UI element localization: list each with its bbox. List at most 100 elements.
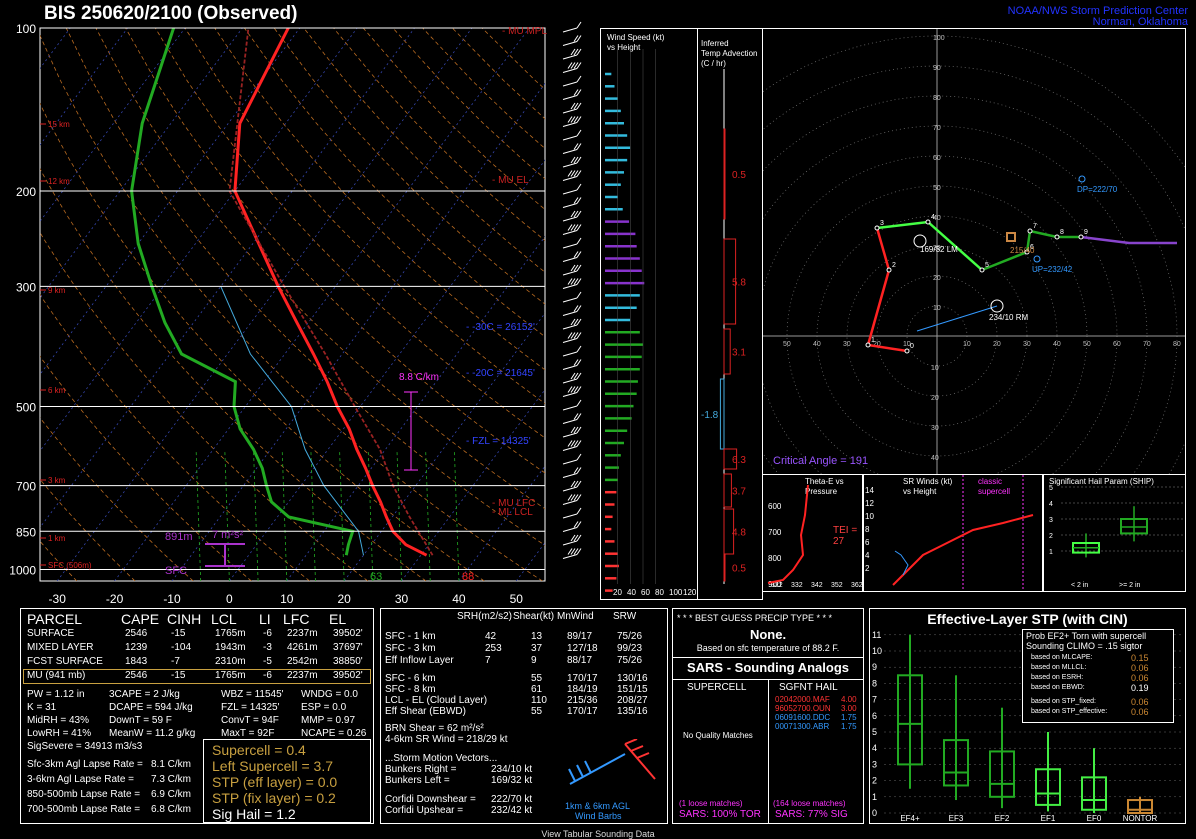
sars-col-supercell: SUPERCELL <box>687 682 747 693</box>
thermo-cell: MMP = 0.97 <box>301 715 356 726</box>
barb-legend: 1km & 6km AGL <box>565 801 631 811</box>
barb-6km-flag <box>624 739 638 745</box>
hodo-ring <box>763 95 1178 474</box>
barb-6km-flag <box>630 745 644 752</box>
kin-cell: 9 <box>531 655 537 666</box>
stp-title: Effective-Layer STP (with CIN) <box>927 611 1128 627</box>
dp-label: DP=222/70 <box>1077 185 1118 194</box>
stp-y-label: 1 <box>872 792 877 802</box>
hodo-ring <box>763 155 1118 474</box>
srw-height-label: 12 <box>865 499 874 508</box>
wind-barb-flag <box>573 548 579 555</box>
kin-cell: 99/23 <box>617 643 643 654</box>
skewt-panel: 100 200 300 500 700 850 1000 -30 -20 -10 0 10 20 30 40… <box>9 22 547 606</box>
hodo-point-label: 0 <box>910 343 914 350</box>
isotherm <box>114 28 530 581</box>
isotherm <box>40 28 358 452</box>
hodo-neg-label: 20 <box>931 395 939 402</box>
wind-barb-flag <box>573 440 579 447</box>
wind-barb-flag <box>570 426 576 434</box>
dry-adiabat <box>65 28 545 546</box>
parcel-cell: FCST SURFACE <box>27 656 103 667</box>
kin-header: SRW <box>613 611 637 622</box>
kin-cell: 37 <box>531 643 543 654</box>
parcel-cell: 39502' <box>333 628 363 639</box>
hodo-ring <box>763 125 1148 474</box>
wind-barb-flag <box>576 278 582 285</box>
temp-axis-label: 0 <box>226 592 233 606</box>
parcel-table: PARCEL CAPE CINH LCL LI LFC EL SURFACE 2546 -15 17… <box>20 608 374 824</box>
isotherm <box>40 28 301 376</box>
brn-line: 4-6km SR Wind = 218/29 kt <box>385 734 508 745</box>
kin-cell: 89/17 <box>567 631 593 642</box>
wind-barb-column <box>562 21 582 559</box>
wind-barb-flag <box>573 251 579 258</box>
barb-1km <box>569 753 626 785</box>
wind-barb <box>562 243 578 249</box>
index-value: Supercell = 0.4 <box>212 742 306 758</box>
skewt-frame <box>39 27 546 582</box>
hodo-rm-vector <box>916 305 998 332</box>
wind-barb <box>562 554 578 559</box>
sars-sig: SARS: 77% SIG <box>775 809 848 820</box>
wind-barb <box>562 122 578 127</box>
kin-cell: LCL - EL (Cloud Layer) <box>385 695 488 706</box>
stp-y-label: 11 <box>872 630 881 640</box>
wind-barb-flag <box>573 480 579 488</box>
eff-inflow-top-label: 891m <box>165 531 193 543</box>
wind-barb-flag <box>576 48 582 56</box>
wind-barb-flag <box>567 332 573 339</box>
mean-wind-marker <box>1006 232 1016 242</box>
storm-motion-value: 222/70 kt <box>491 794 533 805</box>
theta-p-label: 900 <box>768 580 782 589</box>
hodo-axis-label: 30 <box>843 341 851 348</box>
parcel-header: LCL <box>211 611 237 627</box>
parcel-cell: 2237m <box>287 628 318 639</box>
hodo-point-label: 3 <box>880 220 884 227</box>
moist-adiabat <box>425 449 431 581</box>
isotherm <box>40 28 243 299</box>
stp-panel: Effective-Layer STP (with CIN) 11 10 9 8 7 6 5 4… <box>869 608 1186 824</box>
advection-value: 3.7 <box>732 487 746 498</box>
temp-axis-label: 30 <box>395 592 409 606</box>
parcel-cell: 2542m <box>287 656 318 667</box>
advection-bar <box>723 128 726 220</box>
wind-barb-flag <box>576 170 582 177</box>
dry-adiabat <box>40 294 310 581</box>
wind-barb-flag <box>573 372 579 380</box>
dry-adiabat <box>40 417 194 581</box>
wind-speed-tick: 40 <box>627 588 636 597</box>
wind-barb-flag <box>570 48 576 56</box>
tabular-link[interactable]: View Tabular Sounding Data <box>541 829 655 839</box>
indices-box: Supercell = 0.4 Left Supercell = 3.7 STP (… <box>203 739 371 823</box>
stp-x-label: EF0 <box>1087 814 1102 823</box>
wind-barb-flag <box>576 507 582 515</box>
stp-box <box>989 750 1015 798</box>
wind-barb-flag <box>570 278 576 285</box>
thermo-cell: DCAPE = 594 J/kg <box>109 702 193 713</box>
parcel-cell: 2237m <box>287 670 318 681</box>
parcel-cell: -3 <box>263 642 272 653</box>
wind-barb-flag <box>573 426 579 434</box>
hodo-ring-label: 50 <box>933 185 941 192</box>
thermo-cell: PW = 1.12 in <box>27 689 85 700</box>
stp-based-value: 0.06 <box>1131 697 1149 707</box>
pressure-label: 500 <box>16 401 36 415</box>
sars-title: SARS - Sounding Analogs <box>686 660 849 675</box>
wind-barb <box>562 446 578 451</box>
stp-y-label: 0 <box>872 808 877 818</box>
wind-barb-flag <box>573 494 579 501</box>
height-label: 9 km <box>48 286 66 295</box>
dry-adiabat <box>184 28 545 405</box>
wind-barb <box>562 216 578 222</box>
parcel-cell: 1943m <box>215 642 246 653</box>
wind-barb-flag <box>576 224 582 231</box>
kin-cell: 130/16 <box>617 673 648 684</box>
wind-barb-flag <box>573 35 579 42</box>
wind-barb <box>562 135 578 141</box>
hodograph-panel: 100 90 80 70 60 50 40 30 20 10 50 40 30 20 10 10 20 30 40 5… <box>762 28 1186 475</box>
srw-profile <box>892 514 1034 586</box>
dry-adiabat <box>95 28 545 510</box>
page-title: BIS 250620/2100 (Observed) <box>44 3 298 24</box>
